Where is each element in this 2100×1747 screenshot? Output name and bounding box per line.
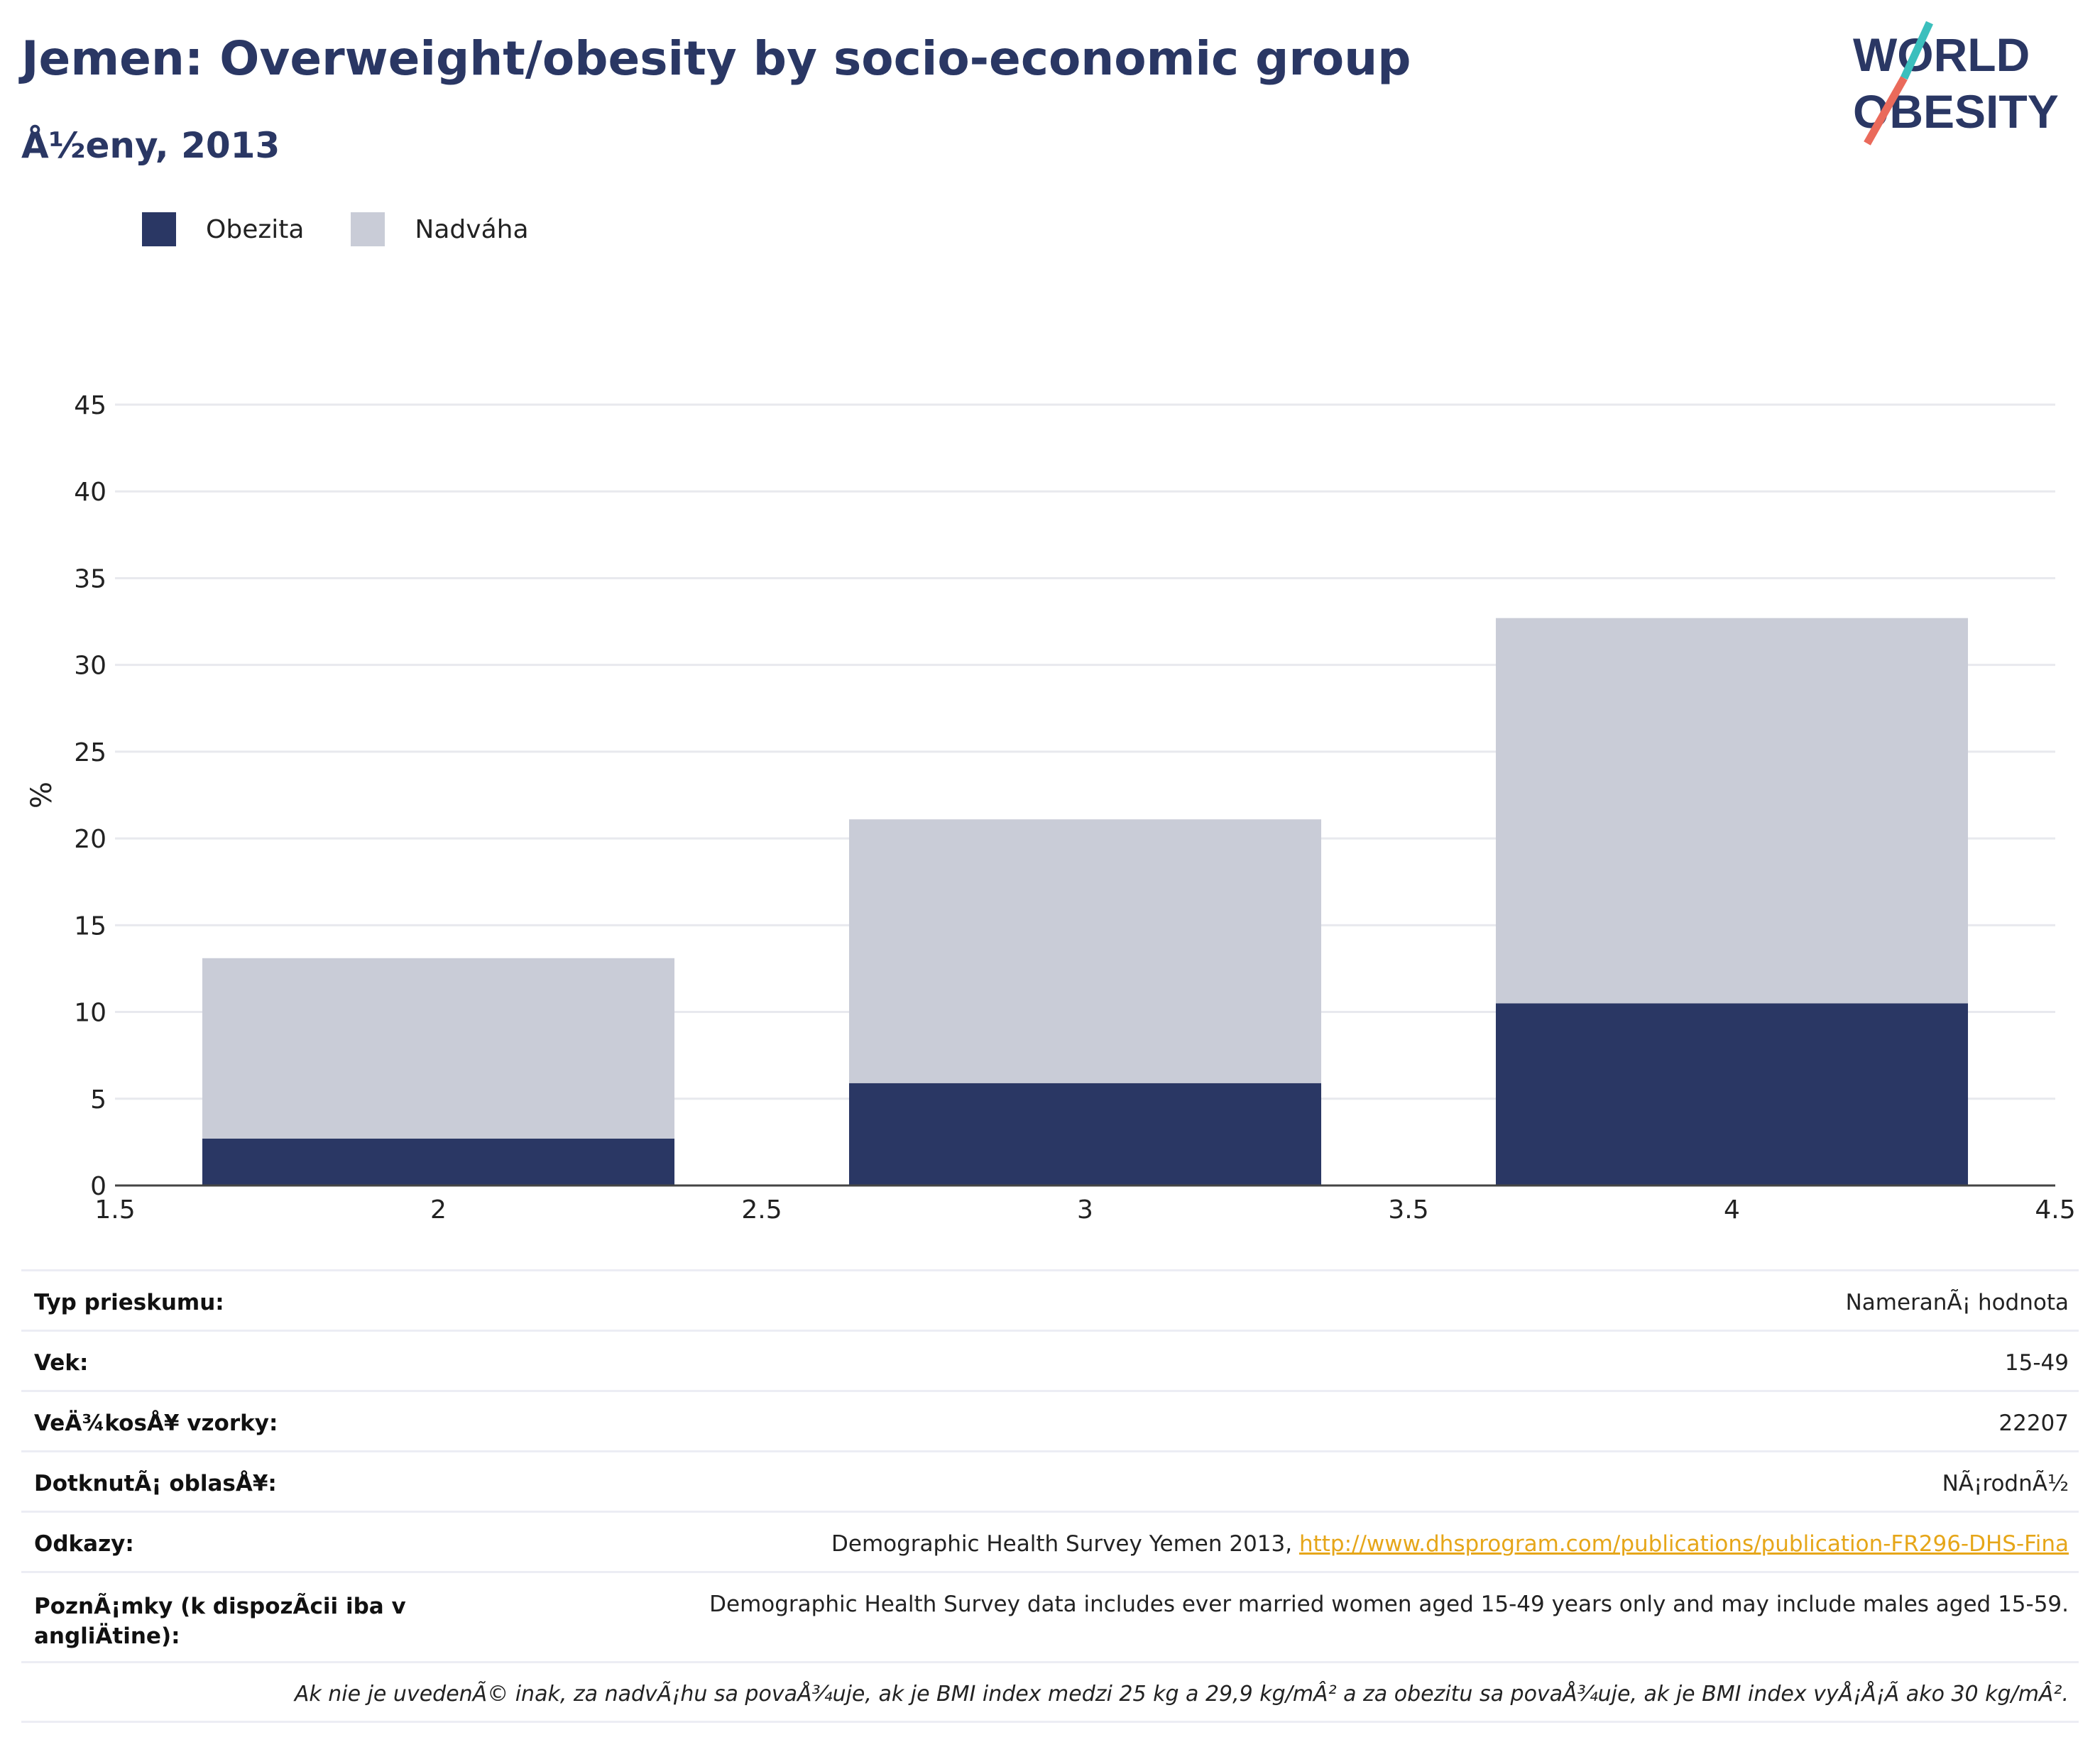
- y-tick-label: 5: [90, 1085, 106, 1115]
- info-row-notes: PoznÃ¡mky (k dispozÃ­cii iba v angliÄtin…: [21, 1571, 2079, 1661]
- info-row-age: Vek: 15-49: [21, 1330, 2079, 1390]
- bar-nadv-ha-1: [202, 958, 675, 1139]
- info-value: Demographic Health Survey data includes …: [709, 1592, 2069, 1617]
- x-tick-label: 1.5: [94, 1195, 135, 1225]
- x-tick-label: 2: [430, 1195, 447, 1225]
- y-tick-label: 15: [74, 911, 106, 941]
- info-row-area: DotknutÃ¡ oblasÅ¥: NÃ¡rodnÃ½: [21, 1450, 2079, 1511]
- x-tick-label: 4.5: [2035, 1195, 2075, 1225]
- y-tick-label: 40: [74, 478, 106, 507]
- y-tick-label: 30: [74, 652, 106, 681]
- info-label: PoznÃ¡mky (k dispozÃ­cii iba v angliÄtin…: [34, 1594, 406, 1649]
- info-row-survey-type: Typ prieskumu: NameranÃ¡ hodnota: [21, 1269, 2079, 1330]
- page-subtitle: Å½eny, 2013: [21, 125, 280, 166]
- legend-label-nadvaha: Nadváha: [415, 214, 529, 244]
- legend-swatch-obezita: [142, 212, 176, 246]
- logo-slash-teal: [1901, 21, 1933, 80]
- chart-legend: Obezita Nadváha: [142, 210, 576, 248]
- y-tick-label: 25: [74, 738, 106, 767]
- bar-obezita-3: [1495, 1003, 1969, 1185]
- info-row-sample-size: VeÄ¾kosÅ¥ vzorky: 22207: [21, 1390, 2079, 1450]
- world-obesity-logo: WORLD OBESITY: [1853, 21, 2059, 146]
- y-tick-label: 35: [74, 564, 106, 593]
- info-value: 15-49: [2004, 1350, 2069, 1376]
- bar-nadv-ha-3: [1495, 618, 1969, 1004]
- logo-slash-coral: [1864, 76, 1908, 146]
- info-label: Vek:: [34, 1350, 89, 1376]
- x-tick-label: 4: [1724, 1195, 1740, 1225]
- info-label: VeÄ¾kosÅ¥ vzorky:: [34, 1411, 278, 1436]
- info-label: Odkazy:: [34, 1531, 134, 1557]
- info-row-references: Odkazy: Demographic Health Survey Yemen …: [21, 1511, 2079, 1571]
- x-tick-label: 3: [1077, 1195, 1093, 1225]
- legend-swatch-nadvaha: [351, 212, 385, 246]
- survey-info-table: Typ prieskumu: NameranÃ¡ hodnota Vek: 15…: [21, 1269, 2079, 1723]
- y-axis-label: %: [26, 782, 58, 809]
- info-value: NameranÃ¡ hodnota: [1845, 1290, 2069, 1315]
- page-title: Jemen: Overweight/obesity by socio-econo…: [21, 31, 1411, 86]
- x-tick-label: 2.5: [741, 1195, 782, 1225]
- logo-text-world: WORLD: [1853, 28, 2030, 81]
- info-value: Demographic Health Survey Yemen 2013, ht…: [831, 1531, 2069, 1557]
- legend-item-obezita[interactable]: Obezita: [142, 212, 304, 246]
- y-tick-label: 0: [90, 1172, 106, 1201]
- legend-label-obezita: Obezita: [206, 214, 305, 244]
- y-tick-label: 45: [74, 391, 106, 420]
- y-tick-label: 20: [74, 825, 106, 854]
- bar-nadv-ha-2: [848, 819, 1322, 1083]
- stacked-bar-chart: 0 5 10 15 20 25 30 35 40 45% 1.5 2 2.5 3 3.5 4 4.5: [26, 391, 2076, 1225]
- info-label: Typ prieskumu:: [34, 1290, 224, 1315]
- legend-item-nadvaha[interactable]: Nadváha: [351, 212, 529, 246]
- y-tick-label: 10: [74, 999, 106, 1028]
- reference-text: Demographic Health Survey Yemen 2013,: [831, 1531, 1299, 1557]
- info-value: NÃ¡rodnÃ½: [1942, 1471, 2069, 1496]
- bar-obezita-2: [848, 1083, 1322, 1185]
- info-label: DotknutÃ¡ oblasÅ¥:: [34, 1471, 277, 1496]
- reference-link[interactable]: http://www.dhsprogram.com/publications/p…: [1298, 1531, 2069, 1557]
- footnote: Ak nie je uvedenÃ© inak, za nadvÃ¡hu sa …: [21, 1661, 2079, 1723]
- info-value: 22207: [1998, 1411, 2069, 1436]
- bar-obezita-1: [202, 1139, 675, 1185]
- x-tick-label: 3.5: [1388, 1195, 1428, 1225]
